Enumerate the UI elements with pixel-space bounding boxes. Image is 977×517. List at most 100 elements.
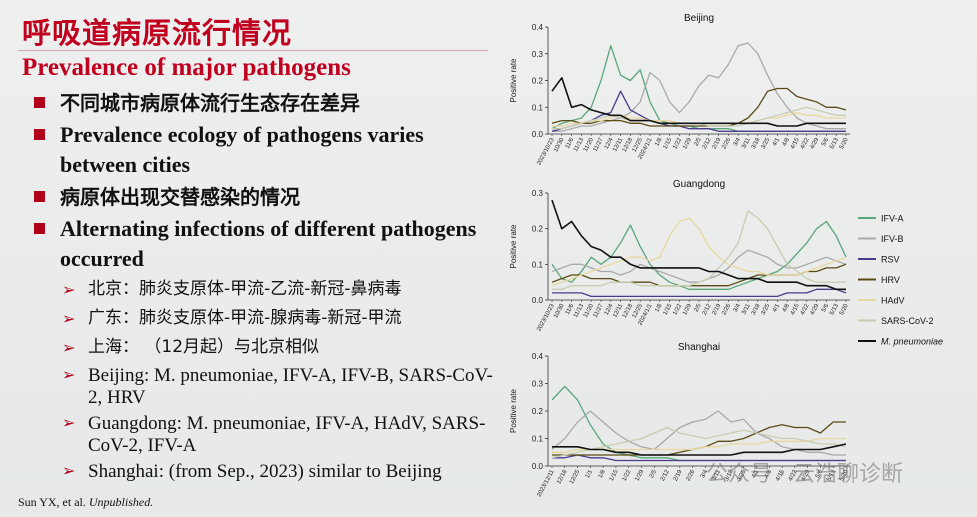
x-tick-label: 3/25: [737, 469, 748, 483]
arrow-bullet-icon: ➢: [62, 338, 76, 357]
x-tick-label: 3/11: [711, 469, 722, 482]
sub-bullet-item: ➢ 北京：肺炎支原体-甲流-乙流-新冠-鼻病毒: [62, 276, 504, 303]
x-tick-label: 1/29: [682, 137, 693, 151]
x-tick-label: 5/6: [821, 137, 831, 148]
slide-title-english: Prevalence of major pathogens: [22, 54, 351, 81]
x-tick-label: 4/22: [800, 137, 811, 151]
x-tick-label: 5/13: [826, 469, 837, 483]
sub-bullet-text: 上海： （12月起）与北京相似: [88, 337, 320, 357]
bullet-item: Alternating infections of different path…: [34, 214, 504, 274]
x-tick-label: 4/22: [800, 303, 811, 317]
x-tick-label: 2023/10/23: [536, 303, 556, 333]
y-tick-label: 0.2: [532, 225, 544, 234]
x-tick-label: 2/19: [712, 137, 723, 151]
x-tick-label: 4/15: [790, 303, 801, 317]
x-tick-label: 2/26: [721, 303, 732, 317]
x-tick-label: 4/22: [788, 469, 799, 483]
x-tick-label: 3/18: [751, 137, 762, 151]
x-tick-label: 5/6: [815, 469, 825, 480]
legend-label: HRV: [881, 275, 900, 285]
x-tick-label: 4/29: [801, 469, 812, 483]
x-tick-label: 2/26: [686, 469, 697, 483]
y-tick-label: 0.1: [532, 435, 544, 444]
legend-label: RSV: [881, 255, 900, 265]
series-line: [552, 288, 847, 298]
title-divider: [18, 50, 488, 51]
x-tick-label: 3/18: [724, 469, 735, 483]
sub-bullet-item: ➢ 上海： （12月起）与北京相似: [62, 334, 504, 361]
x-tick-label: 12/4: [604, 137, 615, 151]
series-line: [552, 210, 846, 290]
x-tick-label: 4/8: [782, 137, 792, 148]
series-line: [551, 220, 847, 290]
x-tick-label: 2/5: [694, 303, 704, 314]
square-bullet-icon: [34, 191, 45, 202]
legend-label: IFV-B: [881, 234, 904, 244]
x-tick-label: 4/1: [772, 137, 782, 148]
x-tick-label: 12/25: [569, 469, 582, 486]
x-tick-label: 1/29: [634, 469, 645, 483]
y-tick-label: 0.4: [532, 23, 544, 32]
sub-bullet-item: ➢ Shanghai: (from Sep., 2023) similar to …: [62, 461, 504, 483]
x-tick-label: 4/15: [775, 469, 786, 483]
y-axis-label: Positive rate: [509, 388, 518, 433]
x-tick-label: 11/27: [593, 303, 605, 319]
bullet-item: 不同城市病原体流行生态存在差异: [34, 88, 504, 118]
bullet-text: 不同城市病原体流行生态存在差异: [60, 91, 360, 115]
x-tick-label: 12/4: [604, 303, 615, 317]
series-line: [551, 217, 847, 287]
x-tick-label: 1/22: [622, 469, 633, 483]
x-tick-label: 2/5: [649, 469, 659, 480]
x-tick-label: 4/1: [772, 303, 782, 314]
y-axis-label: Positive rate: [509, 224, 518, 269]
x-tick-label: 2/5: [694, 137, 704, 148]
bullet-text: Alternating infections of different path…: [60, 216, 477, 271]
watermark: 公众号 · 云浩聊诊断: [706, 462, 903, 487]
x-tick-label: 1/29: [682, 303, 693, 317]
series-line: [551, 249, 847, 283]
y-tick-label: 0.1: [532, 103, 544, 112]
chart-title: Shanghai: [678, 342, 720, 353]
x-tick-label: 3/25: [761, 303, 772, 317]
sub-bullet-item: ➢ 广东：肺炎支原体-甲流-腺病毒-新冠-甲流: [62, 305, 504, 332]
y-tick-label: 0.0: [532, 130, 544, 139]
x-tick-label: 1/15: [663, 137, 674, 151]
x-tick-label: 2/12: [702, 137, 713, 151]
series-line: [552, 443, 847, 456]
bullet-item: 病原体出现交替感染的情况: [34, 182, 504, 212]
x-tick-label: 2/12: [660, 469, 671, 483]
chart-title: Beijing: [684, 13, 714, 24]
x-tick-label: 4/29: [810, 303, 821, 317]
x-tick-label: 2/12: [702, 303, 713, 317]
x-tick-label: 1/1: [585, 469, 595, 480]
x-tick-label: 1/22: [672, 303, 683, 317]
x-tick-label: 3/18: [751, 303, 762, 317]
square-bullet-icon: [34, 223, 45, 234]
arrow-bullet-icon: ➢: [62, 367, 76, 384]
series-line: [551, 426, 847, 459]
x-tick-label: 1/22: [672, 137, 683, 151]
legend-label: IFV-A: [881, 214, 904, 224]
y-tick-label: 0.3: [532, 50, 544, 59]
x-tick-label: 2023/12/11: [537, 469, 556, 499]
x-tick-label: 11/27: [593, 137, 605, 153]
series-line: [551, 77, 846, 127]
sub-bullet-text: 广东：肺炎支原体-甲流-腺病毒-新冠-甲流: [88, 308, 402, 328]
x-tick-label: 1/15: [609, 469, 620, 483]
x-tick-label: 5/20: [839, 469, 850, 483]
y-tick-label: 0.4: [532, 352, 544, 361]
y-tick-label: 0.0: [532, 296, 544, 305]
x-tick-label: 10/30: [553, 137, 566, 154]
x-tick-label: 3/11: [741, 137, 752, 150]
arrow-bullet-icon: ➢: [62, 463, 76, 480]
citation-text: Sun YX, et al.: [18, 495, 89, 509]
x-tick-label: 11/6: [565, 137, 576, 150]
x-tick-label: 11/6: [565, 303, 576, 316]
x-tick-label: 1/8: [654, 303, 664, 314]
series-line: [551, 199, 846, 291]
bullet-list: 不同城市病原体流行生态存在差异 Prevalence ecology of pa…: [34, 88, 504, 483]
x-tick-label: 5/20: [839, 137, 850, 151]
bullet-text: Prevalence ecology of pathogens varies b…: [60, 122, 424, 177]
x-tick-label: 2/19: [712, 303, 723, 317]
